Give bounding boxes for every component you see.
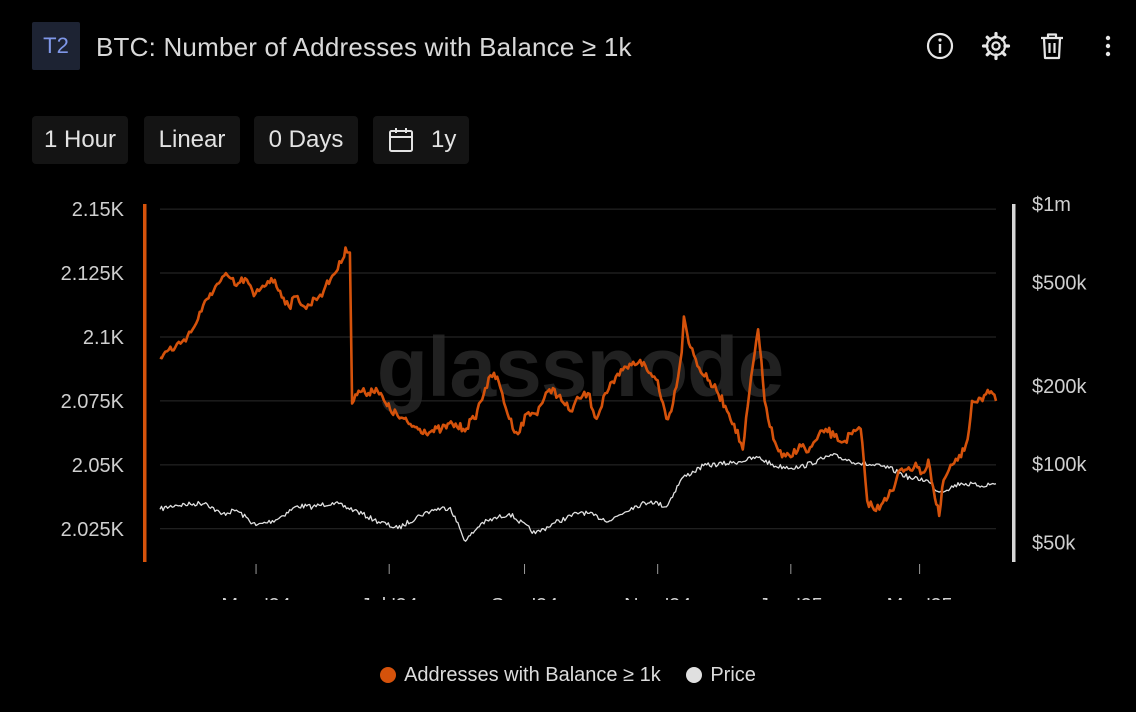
x-tick-label: Mar '25 [887,595,953,600]
range-label: 1y [431,126,457,153]
y-right-tick-label: $500k [1032,272,1087,294]
y-left-tick-label: 2.075K [61,391,125,413]
x-tick-label: Nov '24 [624,595,691,600]
trash-icon[interactable] [1036,30,1068,62]
y-right-tick-label: $100k [1032,454,1087,476]
legend-label-addresses: Addresses with Balance ≥ 1k [404,664,661,686]
left-axis-bar [143,204,147,562]
chart-header: T2 BTC: Number of Addresses with Balance… [32,22,1116,72]
right-axis: $1m $500k $200k $100k $50k [1032,194,1087,554]
left-axis: 2.15K 2.125K 2.1K 2.075K 2.05K 2.025K [61,199,125,541]
legend-item-price[interactable]: Price [686,664,756,687]
legend-swatch-price [686,667,703,683]
more-vertical-icon[interactable] [1092,30,1124,62]
y-left-tick-label: 2.1K [83,327,125,349]
x-tick-label: May '24 [221,595,290,600]
y-right-tick-label: $200k [1032,376,1087,398]
legend-item-addresses[interactable]: Addresses with Balance ≥ 1k [380,664,661,687]
series-line-price [159,452,997,542]
resolution-selector[interactable]: 1 Hour [32,116,128,164]
x-tick-label: Sep '24 [491,595,558,600]
legend-label-price: Price [710,664,756,686]
chart-title: BTC: Number of Addresses with Balance ≥ … [96,32,632,62]
series-line-addresses [159,246,998,518]
y-left-tick-label: 2.125K [61,263,125,285]
chart-area: glassnode May '24Jul '24Sep '24Nov '24Ja… [61,194,1088,600]
scale-selector[interactable]: Linear [144,116,240,164]
x-tick-label: Jul '24 [361,595,418,600]
x-tick-label: Jan '25 [759,595,823,600]
info-icon[interactable] [924,30,956,62]
tier-badge: T2 [32,22,80,70]
y-left-tick-label: 2.15K [72,199,125,221]
y-right-tick-label: $1m [1032,194,1071,216]
right-axis-bar [1012,204,1016,562]
y-left-tick-label: 2.025K [61,519,125,541]
gear-icon[interactable] [980,30,1012,62]
series-group [159,246,998,542]
legend: Addresses with Balance ≥ 1k Price [0,664,1136,688]
y-right-tick-label: $50k [1032,532,1076,554]
y-left-tick-label: 2.05K [72,455,125,477]
x-axis: May '24 Jul '24 Sep '24 Nov '24 Jan '25 Mar '… [221,564,953,600]
calendar-icon [389,128,413,152]
moving-average-selector[interactable]: 0 Days [254,116,358,164]
legend-swatch-addresses [380,667,397,683]
range-selector[interactable]: 1y [373,116,469,164]
grid [160,208,996,530]
